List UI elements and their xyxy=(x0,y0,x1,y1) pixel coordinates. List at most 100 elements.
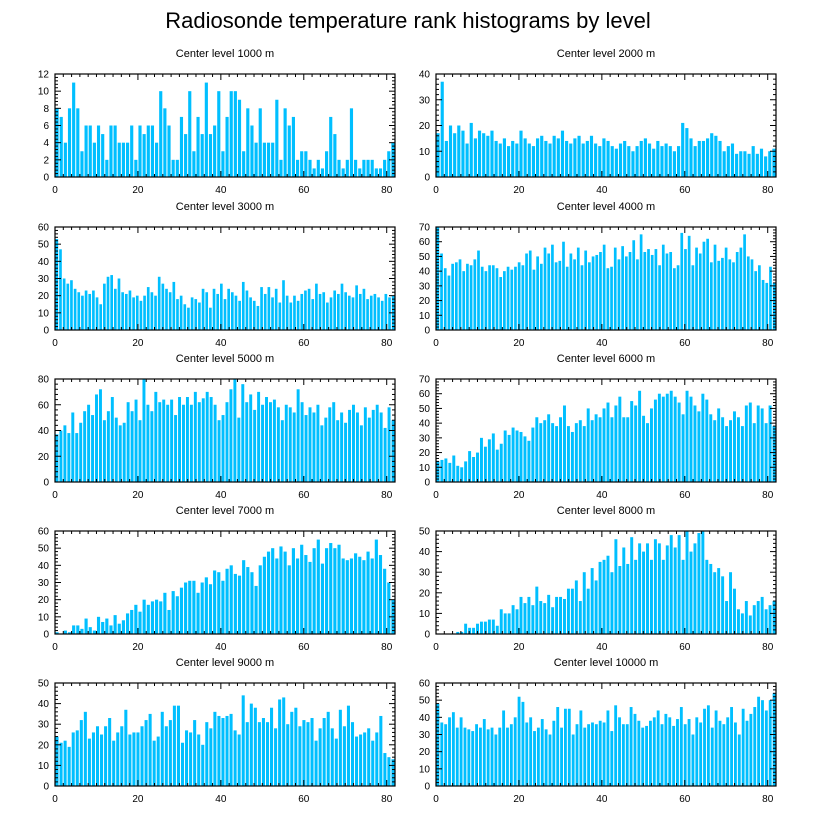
bar xyxy=(120,726,124,786)
bar xyxy=(387,407,391,482)
bar xyxy=(519,596,523,634)
bar xyxy=(378,168,383,177)
bar xyxy=(351,297,355,330)
bar xyxy=(72,625,76,634)
x-tick-label: 20 xyxy=(513,338,525,349)
bar xyxy=(627,146,631,177)
bar xyxy=(756,601,760,634)
y-tick-label: 20 xyxy=(419,296,431,307)
bar xyxy=(70,280,73,330)
bar xyxy=(209,307,212,330)
bar xyxy=(706,705,710,786)
bar xyxy=(509,724,513,786)
bar xyxy=(594,580,598,634)
x-tick-label: 40 xyxy=(596,338,608,349)
bar xyxy=(689,138,693,178)
bar xyxy=(108,718,112,786)
x-tick-label: 20 xyxy=(132,794,144,805)
bar xyxy=(209,728,213,786)
bar xyxy=(502,138,506,178)
bar xyxy=(736,417,740,482)
bar xyxy=(656,710,660,786)
bar xyxy=(747,153,751,177)
bar xyxy=(582,572,586,634)
bar xyxy=(312,548,316,634)
bar xyxy=(693,543,697,634)
bar xyxy=(618,717,621,786)
bar xyxy=(134,399,138,482)
bar xyxy=(59,116,63,177)
bar xyxy=(739,151,743,177)
y-tick-label: 30 xyxy=(419,95,431,106)
bar xyxy=(159,601,163,634)
x-tick-label: 60 xyxy=(298,185,310,196)
y-tick-label: 60 xyxy=(38,527,50,538)
bar xyxy=(80,628,84,634)
bar xyxy=(710,727,714,786)
bar xyxy=(665,545,669,634)
y-tick-label: 40 xyxy=(419,70,431,81)
bar xyxy=(483,446,487,482)
bar xyxy=(213,570,217,634)
plot-frame xyxy=(54,682,396,787)
bar xyxy=(213,404,217,482)
bar xyxy=(76,108,80,177)
bar xyxy=(276,407,280,482)
bar xyxy=(578,420,582,482)
bar xyxy=(72,82,76,177)
bar xyxy=(71,732,75,786)
bar xyxy=(163,592,167,634)
y-tick-label: 10 xyxy=(419,764,431,775)
bar xyxy=(476,623,479,634)
bar xyxy=(168,292,172,330)
bar xyxy=(657,393,661,482)
bar xyxy=(295,159,300,177)
y-tick-label: 80 xyxy=(38,375,50,386)
bar xyxy=(254,142,258,177)
bar xyxy=(465,143,469,177)
bar xyxy=(254,585,258,634)
bar xyxy=(551,607,555,634)
bar xyxy=(143,295,146,330)
bar xyxy=(188,91,192,177)
bar xyxy=(562,241,565,330)
bar xyxy=(342,726,346,786)
y-tick-label: 60 xyxy=(38,223,50,234)
bar xyxy=(606,140,610,177)
bar xyxy=(213,711,217,786)
bar xyxy=(233,91,237,177)
bar xyxy=(154,295,157,330)
bar xyxy=(717,260,721,330)
bar xyxy=(371,409,375,482)
x-tick-label: 80 xyxy=(762,185,774,196)
bar xyxy=(92,630,96,634)
bar xyxy=(283,108,287,177)
bar xyxy=(486,135,490,177)
bar xyxy=(225,116,229,177)
bar xyxy=(583,727,587,786)
bar xyxy=(179,295,183,330)
bar xyxy=(67,433,71,482)
bar xyxy=(136,732,140,786)
bar xyxy=(586,588,590,634)
bar xyxy=(161,283,165,330)
bar xyxy=(602,138,606,178)
bar xyxy=(106,411,110,482)
panel-title: Center level 9000 m xyxy=(176,657,274,669)
bar xyxy=(330,728,334,786)
bar xyxy=(697,140,701,177)
bar xyxy=(373,293,377,330)
bar xyxy=(95,394,98,482)
bar xyxy=(242,151,246,177)
x-tick-label: 80 xyxy=(762,794,774,805)
bar xyxy=(121,292,124,330)
x-tick-label: 20 xyxy=(132,490,144,501)
bar xyxy=(669,535,673,634)
bar xyxy=(610,731,614,786)
bar xyxy=(436,133,440,177)
bar xyxy=(448,462,452,482)
bar xyxy=(184,134,188,177)
bar xyxy=(196,592,200,634)
bar xyxy=(296,300,300,330)
bar xyxy=(256,305,260,330)
